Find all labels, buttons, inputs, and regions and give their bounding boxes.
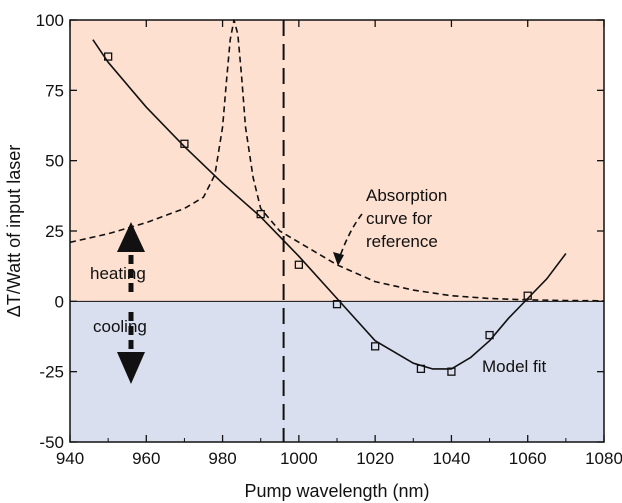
y-tick-label: 0	[55, 292, 64, 311]
data-point	[294, 260, 304, 269]
annotation-absorption-2: curve for	[366, 209, 432, 228]
data-point	[447, 367, 456, 376]
y-tick-label: 25	[45, 222, 64, 241]
plot-regions	[70, 20, 604, 442]
annotation-heating: heating	[90, 264, 146, 283]
x-tick-label: 940	[56, 449, 84, 468]
y-tick-label: -50	[39, 433, 64, 452]
annotation-layer: Absorption curve for reference Model fit hea…	[90, 186, 547, 384]
x-tick-label: 1020	[356, 449, 394, 468]
x-tick-label: 1040	[433, 449, 471, 468]
data-point	[256, 209, 265, 219]
annotation-absorption-1: Absorption	[366, 186, 447, 205]
annotation-model-fit: Model fit	[482, 357, 547, 376]
series-layer	[69, 19, 605, 442]
x-tick-label: 960	[132, 449, 160, 468]
y-tick-label: 75	[45, 81, 64, 100]
x-tick-label: 1080	[585, 449, 622, 468]
data-point	[485, 330, 494, 340]
absorption-pointer-line	[337, 213, 363, 263]
data-point	[103, 52, 113, 61]
absorption-curve	[69, 19, 605, 302]
x-tick-label: 1060	[509, 449, 547, 468]
model-fit-curve	[92, 39, 567, 370]
annotation-cooling: cooling	[93, 317, 147, 336]
y-tick-label: -25	[39, 363, 64, 382]
data-point	[370, 342, 380, 351]
y-axis-label: ΔT/Watt of input laser	[4, 145, 24, 317]
cooling-region	[70, 301, 604, 442]
annotation-absorption-3: reference	[366, 232, 438, 251]
absorption-pointer-head	[333, 252, 344, 266]
data-point	[416, 364, 426, 374]
heating-arrow-head	[117, 222, 145, 252]
axes-layer: 940 960 980 1000 1020 1040 1060 1080 -50 -25 0 25 50…	[4, 11, 622, 501]
data-point	[180, 139, 189, 148]
x-axis-label: Pump wavelength (nm)	[244, 481, 429, 501]
x-tick-label: 980	[208, 449, 236, 468]
y-tick-label: 50	[45, 152, 64, 171]
data-point	[332, 299, 342, 309]
x-tick-label: 1000	[280, 449, 318, 468]
y-tick-label: 100	[36, 11, 64, 30]
cooling-arrow-head	[117, 352, 145, 384]
